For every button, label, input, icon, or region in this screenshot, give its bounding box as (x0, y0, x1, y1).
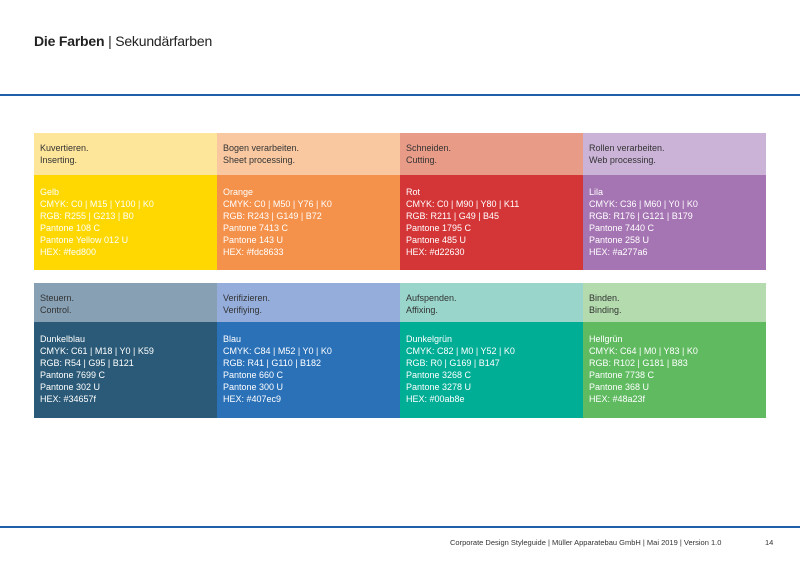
tile-header-line: Aufspenden. (406, 293, 457, 303)
tile-header-line: Bogen verarbeiten. (223, 143, 300, 153)
tile-header: Verifizieren. Verifiying. (217, 283, 400, 322)
color-swatch: Lila CMYK: C36 | M60 | Y0 | K0 RGB: R176 |… (583, 175, 766, 270)
color-swatch: Orange CMYK: C0 | M50 | Y76 | K0 RGB: R243… (217, 175, 400, 270)
color-pantone-u: Pantone 368 U (589, 382, 650, 392)
color-pantone-u: Pantone 300 U (223, 382, 284, 392)
tile-header-line: Web processing. (589, 155, 656, 165)
color-hex: HEX: #407ec9 (223, 394, 282, 404)
tile-header-line: Kuvertieren. (40, 143, 89, 153)
color-cmyk: CMYK: C82 | M0 | Y52 | K0 (406, 346, 515, 356)
color-swatch: Dunkelgrün CMYK: C82 | M0 | Y52 | K0 RGB: … (400, 322, 583, 418)
tile-header-line: Sheet processing. (223, 155, 296, 165)
color-pantone-u: Pantone 3278 U (406, 382, 472, 392)
color-cmyk: CMYK: C0 | M90 | Y80 | K11 (406, 199, 520, 209)
title-subtitle: Sekundärfarben (115, 33, 213, 49)
tile-header: Kuvertieren. Inserting. (34, 133, 217, 175)
color-cmyk: CMYK: C0 | M50 | Y76 | K0 (223, 199, 332, 209)
color-swatch: Hellgrün CMYK: C64 | M0 | Y83 | K0 RGB: R1… (583, 322, 766, 418)
color-rgb: RGB: R41 | G110 | B182 (223, 358, 322, 368)
color-hex: HEX: #fdc8633 (223, 247, 284, 257)
color-name: Dunkelblau (40, 334, 86, 344)
title-bold: Die Farben (34, 33, 105, 49)
color-swatch: Rot CMYK: C0 | M90 | Y80 | K11 RGB: R211 |… (400, 175, 583, 270)
color-tile: Steuern. Control. Dunkelblau CMYK: C61 | M1… (34, 283, 217, 418)
color-pantone-c: Pantone 660 C (223, 370, 284, 380)
color-swatch: Dunkelblau CMYK: C61 | M18 | Y0 | K59 RGB:… (34, 322, 217, 418)
tile-header-line: Verifizieren. (223, 293, 271, 303)
color-tile: Rollen verarbeiten. Web processing. Lila CM… (583, 133, 766, 270)
top-rule (0, 94, 800, 96)
color-pantone-c: Pantone 7699 C (40, 370, 106, 380)
color-name: Orange (223, 187, 254, 197)
color-hex: HEX: #48a23f (589, 394, 646, 404)
color-hex: HEX: #00ab8e (406, 394, 465, 404)
color-swatch: Gelb CMYK: C0 | M15 | Y100 | K0 RGB: R255 … (34, 175, 217, 270)
color-rgb: RGB: R211 | G49 | B45 (406, 211, 500, 221)
color-tile: Kuvertieren. Inserting. Gelb CMYK: C0 | M15… (34, 133, 217, 270)
color-pantone-c: Pantone 3268 C (406, 370, 472, 380)
color-row-1: Kuvertieren. Inserting. Gelb CMYK: C0 | M15… (34, 133, 766, 270)
color-pantone-u: Pantone 302 U (40, 382, 101, 392)
page-title: Die Farben | Sekundärfarben (34, 33, 212, 49)
color-pantone-c: Pantone 7413 C (223, 223, 289, 233)
color-rgb: RGB: R102 | G181 | B83 (589, 358, 688, 368)
bottom-rule (0, 526, 800, 528)
color-swatch: Blau CMYK: C84 | M52 | Y0 | K0 RGB: R41 | … (217, 322, 400, 418)
color-rgb: RGB: R176 | G121 | B179 (589, 211, 693, 221)
color-tile: Binden. Binding. Hellgrün CMYK: C64 | M0 | … (583, 283, 766, 418)
color-pantone-u: Pantone 258 U (589, 235, 650, 245)
page-number: 14 (765, 538, 774, 547)
tile-header: Rollen verarbeiten. Web processing. (583, 133, 766, 175)
color-name: Dunkelgrün (406, 334, 453, 344)
color-rgb: RGB: R255 | G213 | B0 (40, 211, 134, 221)
color-hex: HEX: #a277a6 (589, 247, 648, 257)
tile-header-line: Control. (40, 305, 72, 315)
color-pantone-c: Pantone 1795 C (406, 223, 472, 233)
color-pantone-u: Pantone Yellow 012 U (40, 235, 129, 245)
footer-text: Corporate Design Styleguide | Müller App… (450, 538, 722, 547)
tile-header-line: Schneiden. (406, 143, 452, 153)
color-name: Lila (589, 187, 604, 197)
color-tile: Schneiden. Cutting. Rot CMYK: C0 | M90 | Y8… (400, 133, 583, 270)
color-tile: Bogen verarbeiten. Sheet processing. Orang… (217, 133, 400, 270)
tile-header-line: Steuern. (40, 293, 75, 303)
color-pantone-c: Pantone 7738 C (589, 370, 655, 380)
tile-header-line: Binding. (589, 305, 622, 315)
color-cmyk: CMYK: C0 | M15 | Y100 | K0 (40, 199, 154, 209)
tile-header-line: Cutting. (406, 155, 438, 165)
title-separator: | (108, 33, 112, 49)
color-cmyk: CMYK: C36 | M60 | Y0 | K0 (589, 199, 698, 209)
tile-header: Bogen verarbeiten. Sheet processing. (217, 133, 400, 175)
color-rgb: RGB: R243 | G149 | B72 (223, 211, 322, 221)
color-cmyk: CMYK: C84 | M52 | Y0 | K0 (223, 346, 332, 356)
color-pantone-u: Pantone 143 U (223, 235, 284, 245)
color-name: Rot (406, 187, 421, 197)
tile-header-line: Rollen verarbeiten. (589, 143, 665, 153)
tile-header: Aufspenden. Affixing. (400, 283, 583, 322)
color-pantone-c: Pantone 7440 C (589, 223, 655, 233)
tile-header: Schneiden. Cutting. (400, 133, 583, 175)
color-pantone-c: Pantone 108 C (40, 223, 101, 233)
color-hex: HEX: #d22630 (406, 247, 465, 257)
color-name: Hellgrün (589, 334, 623, 344)
color-tile: Verifizieren. Verifiying. Blau CMYK: C84 | … (217, 283, 400, 418)
tile-header: Steuern. Control. (34, 283, 217, 322)
color-rgb: RGB: R0 | G169 | B147 (406, 358, 500, 368)
tile-header-line: Affixing. (406, 305, 438, 315)
tile-header-line: Binden. (589, 293, 620, 303)
color-row-2: Steuern. Control. Dunkelblau CMYK: C61 | M1… (34, 283, 766, 418)
tile-header-line: Verifiying. (223, 305, 263, 315)
tile-header: Binden. Binding. (583, 283, 766, 322)
color-hex: HEX: #34657f (40, 394, 97, 404)
color-tile: Aufspenden. Affixing. Dunkelgrün CMYK: C82 … (400, 283, 583, 418)
color-pantone-u: Pantone 485 U (406, 235, 467, 245)
color-name: Blau (223, 334, 242, 344)
color-cmyk: CMYK: C64 | M0 | Y83 | K0 (589, 346, 698, 356)
color-cmyk: CMYK: C61 | M18 | Y0 | K59 (40, 346, 154, 356)
tile-header-line: Inserting. (40, 155, 78, 165)
color-hex: HEX: #fed800 (40, 247, 97, 257)
color-name: Gelb (40, 187, 60, 197)
color-rgb: RGB: R54 | G95 | B121 (40, 358, 134, 368)
